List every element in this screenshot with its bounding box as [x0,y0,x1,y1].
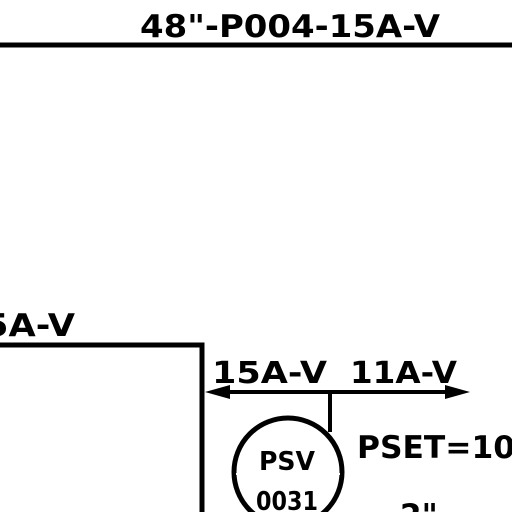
class-break-arrow-left [205,385,230,399]
set-pressure-label: PSET=10. [357,430,512,466]
branch-pipe-line[interactable] [0,342,205,512]
main-line-label: 48"-P004-15A-V [140,9,440,45]
psv-tag-number: 0031 [256,487,318,512]
inlet-class-label: 15A-V [212,356,328,391]
branch-line-label: 5A-V [0,308,75,344]
class-break-arrow-right [445,385,470,399]
outlet-class-label: 11A-V [350,356,458,391]
psv-tag-prefix: PSV [259,447,315,477]
psv-instrument-bubble[interactable] [231,415,345,512]
outlet-size-label: 2" [400,498,438,512]
